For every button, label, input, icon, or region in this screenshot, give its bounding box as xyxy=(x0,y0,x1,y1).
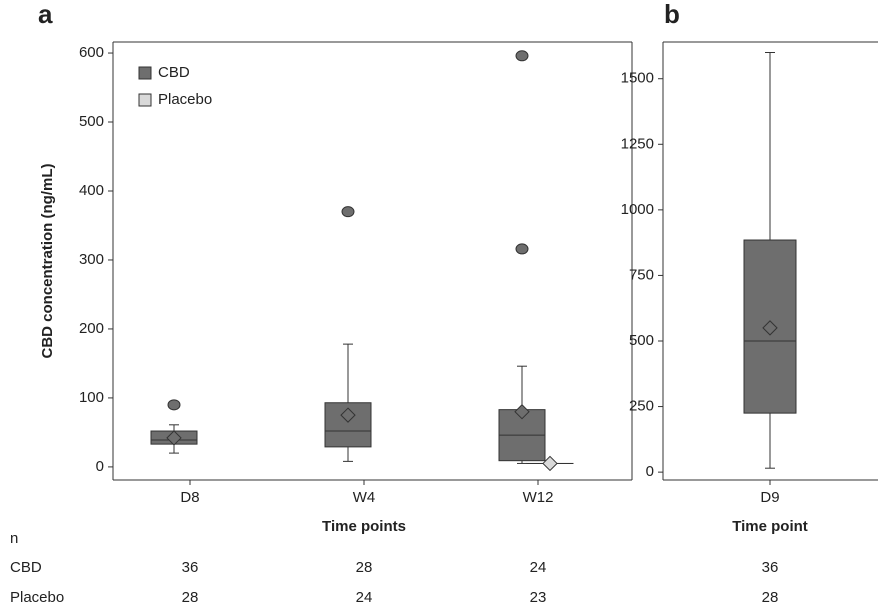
y-tick-label: 1250 xyxy=(621,135,654,152)
mean-marker xyxy=(762,320,778,336)
y-tick-label: 100 xyxy=(79,389,104,406)
y-tick-label: 400 xyxy=(79,182,104,199)
count: 24 xyxy=(356,589,373,606)
row-label: CBD xyxy=(10,559,42,576)
x-axis-title: Time point xyxy=(732,518,808,535)
outlier xyxy=(515,50,529,62)
outlier xyxy=(341,206,355,218)
mean-marker xyxy=(166,430,182,446)
y-tick-label: 500 xyxy=(79,113,104,130)
x-tick-label: D8 xyxy=(180,489,199,506)
y-tick-label: 250 xyxy=(629,398,654,415)
y-tick-label: 750 xyxy=(629,266,654,283)
outlier xyxy=(167,399,181,411)
legend-swatch xyxy=(138,93,152,107)
count: 23 xyxy=(530,589,547,606)
y-tick-label: 600 xyxy=(79,44,104,61)
y-tick-label: 0 xyxy=(96,458,104,475)
mean-marker xyxy=(514,404,530,420)
x-axis-title: Time points xyxy=(322,518,406,535)
count: 28 xyxy=(762,589,779,606)
count: 28 xyxy=(356,559,373,576)
outlier xyxy=(515,243,529,255)
x-tick-label: W4 xyxy=(353,489,376,506)
legend-label: CBD xyxy=(158,64,190,81)
y-axis-title: CBD concentration (ng/mL) xyxy=(39,164,56,359)
y-tick-label: 500 xyxy=(629,332,654,349)
row-label: Placebo xyxy=(10,589,64,606)
count: 24 xyxy=(530,559,547,576)
x-tick-label: W12 xyxy=(523,489,554,506)
panel-label: b xyxy=(664,0,680,29)
panel-label: a xyxy=(38,0,53,29)
count: 36 xyxy=(762,559,779,576)
y-tick-label: 1000 xyxy=(621,201,654,218)
x-tick-label: D9 xyxy=(760,489,779,506)
y-tick-label: 0 xyxy=(646,463,654,480)
y-tick-label: 1500 xyxy=(621,70,654,87)
count: 28 xyxy=(182,589,199,606)
mean-marker xyxy=(340,407,356,423)
mean-marker xyxy=(542,455,558,472)
count: 36 xyxy=(182,559,199,576)
legend-label: Placebo xyxy=(158,91,212,108)
y-tick-label: 300 xyxy=(79,251,104,268)
legend-swatch xyxy=(138,66,152,80)
n-label: n xyxy=(10,530,18,547)
y-tick-label: 200 xyxy=(79,320,104,337)
